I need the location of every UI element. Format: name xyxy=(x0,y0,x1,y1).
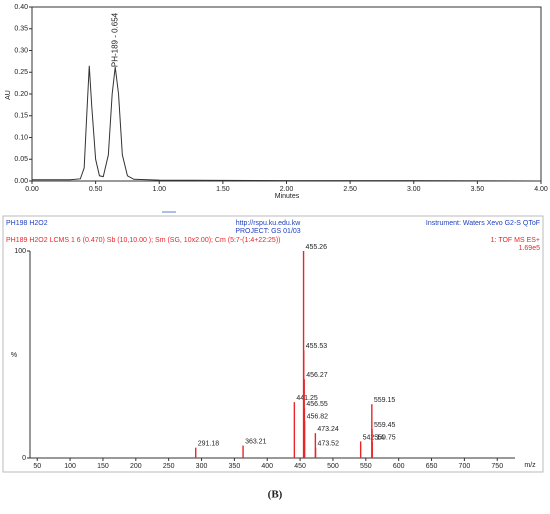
x-tick-label: 200 xyxy=(130,463,142,470)
x-tick-label: 400 xyxy=(261,463,273,470)
peak-label: 456.82 xyxy=(307,414,329,421)
x-tick-label: 450 xyxy=(294,463,306,470)
peak-label: 542.14 xyxy=(363,434,385,441)
peak-label: 455.53 xyxy=(306,343,328,350)
y-tick-label: 0.00 xyxy=(14,178,28,185)
peak-label: 455.26 xyxy=(306,244,328,251)
y-axis-label: % xyxy=(11,352,17,359)
url: http://rspu.ku.edu.kw xyxy=(236,220,302,227)
x-tick-label: 3.00 xyxy=(407,186,421,193)
peak-label: 456.27 xyxy=(306,372,328,379)
x-axis-label: m/z xyxy=(524,462,536,469)
x-tick-label: 300 xyxy=(196,463,208,470)
x-tick-label: 250 xyxy=(163,463,175,470)
y-tick-label: 0.40 xyxy=(14,4,28,11)
y-tick-label: 0.10 xyxy=(14,134,28,141)
x-tick-label: 750 xyxy=(491,463,503,470)
x-tick-label: 500 xyxy=(327,463,339,470)
x-tick-label: 600 xyxy=(393,463,405,470)
x-tick-label: 150 xyxy=(97,463,109,470)
x-tick-label: 2.00 xyxy=(280,186,294,193)
peak-label: 473.24 xyxy=(317,426,339,433)
y-tick-label: 0.05 xyxy=(14,156,28,163)
y-tick-label: 0 xyxy=(22,455,26,462)
x-tick-label: 1.00 xyxy=(152,186,166,193)
y-axis-label: AU xyxy=(5,90,12,100)
y-tick-label: 0.25 xyxy=(14,69,28,76)
peak-label: 291.18 xyxy=(198,440,220,447)
peak-label: 441.25 xyxy=(296,395,318,402)
x-tick-label: 550 xyxy=(360,463,372,470)
peak-label: 559.45 xyxy=(374,422,396,429)
x-tick-label: 3.50 xyxy=(471,186,485,193)
peak-label: 473.52 xyxy=(318,440,340,447)
sample-title: PH198 H2O2 xyxy=(6,220,48,227)
x-tick-label: 2.50 xyxy=(343,186,357,193)
y-tick-label: 0.30 xyxy=(14,47,28,54)
x-tick-label: 350 xyxy=(229,463,241,470)
project: PROJECT: GS 01/03 xyxy=(235,228,300,235)
x-tick-label: 1.50 xyxy=(216,186,230,193)
x-axis-label: Minutes xyxy=(275,193,300,200)
x-tick-label: 50 xyxy=(33,463,41,470)
x-tick-label: 700 xyxy=(459,463,471,470)
y-tick-label: 0.15 xyxy=(14,113,28,120)
description: PH189 H2O2 LCMS 1 6 (0.470) Sb (10,10.00… xyxy=(6,237,281,244)
peak-label: 456.55 xyxy=(306,401,328,408)
intensity: 1.69e5 xyxy=(519,245,541,252)
peak-annotation: PH-189 - 0.654 xyxy=(110,12,119,67)
trace xyxy=(32,65,542,182)
x-tick-label: 4.00 xyxy=(534,186,548,193)
peak-label: 559.75 xyxy=(374,434,396,441)
peak-label: 363.21 xyxy=(245,438,267,445)
scan-mode: 1: TOF MS ES+ xyxy=(491,237,540,244)
peak-label: 559.15 xyxy=(374,397,396,404)
y-tick-label: 0.35 xyxy=(14,26,28,33)
y-tick-label: 0.20 xyxy=(14,91,28,98)
x-tick-label: 0.50 xyxy=(89,186,103,193)
x-tick-label: 100 xyxy=(64,463,76,470)
x-tick-label: 0.00 xyxy=(25,186,39,193)
y-tick-label: 100 xyxy=(14,248,26,255)
instrument: Instrument: Waters Xevo G2-S QToF xyxy=(426,220,540,227)
caption: (B) xyxy=(268,489,283,501)
panel-frame xyxy=(2,215,544,473)
x-tick-label: 650 xyxy=(426,463,438,470)
